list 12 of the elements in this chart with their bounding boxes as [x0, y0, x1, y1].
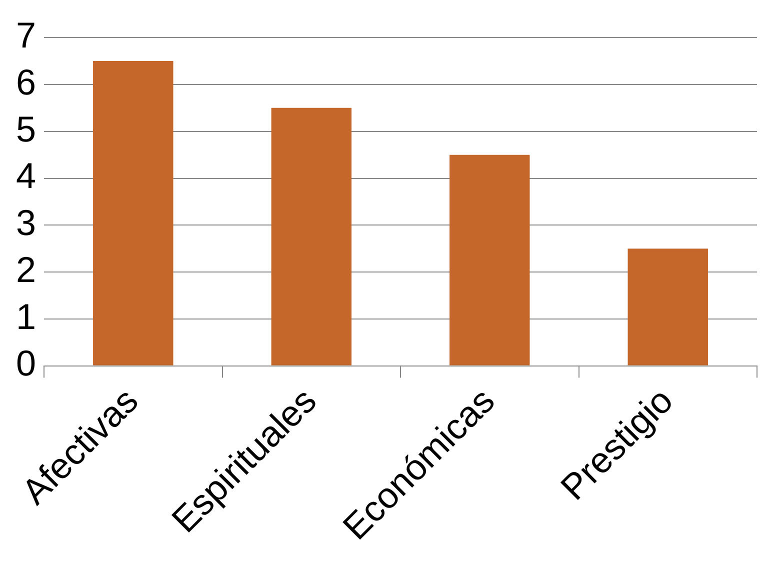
- bar: [450, 154, 530, 366]
- y-tick-label: 2: [16, 248, 36, 290]
- y-tick-label: 5: [16, 108, 36, 150]
- y-tick-label: 6: [16, 61, 36, 102]
- y-tick-label: 7: [16, 14, 36, 56]
- bar: [271, 108, 352, 366]
- y-tick-label: 1: [16, 296, 36, 337]
- bar: [93, 61, 174, 366]
- y-tick-label: 4: [16, 155, 36, 196]
- y-tick-label: 0: [16, 342, 36, 384]
- y-tick-label: 3: [16, 202, 36, 244]
- bar: [628, 248, 708, 366]
